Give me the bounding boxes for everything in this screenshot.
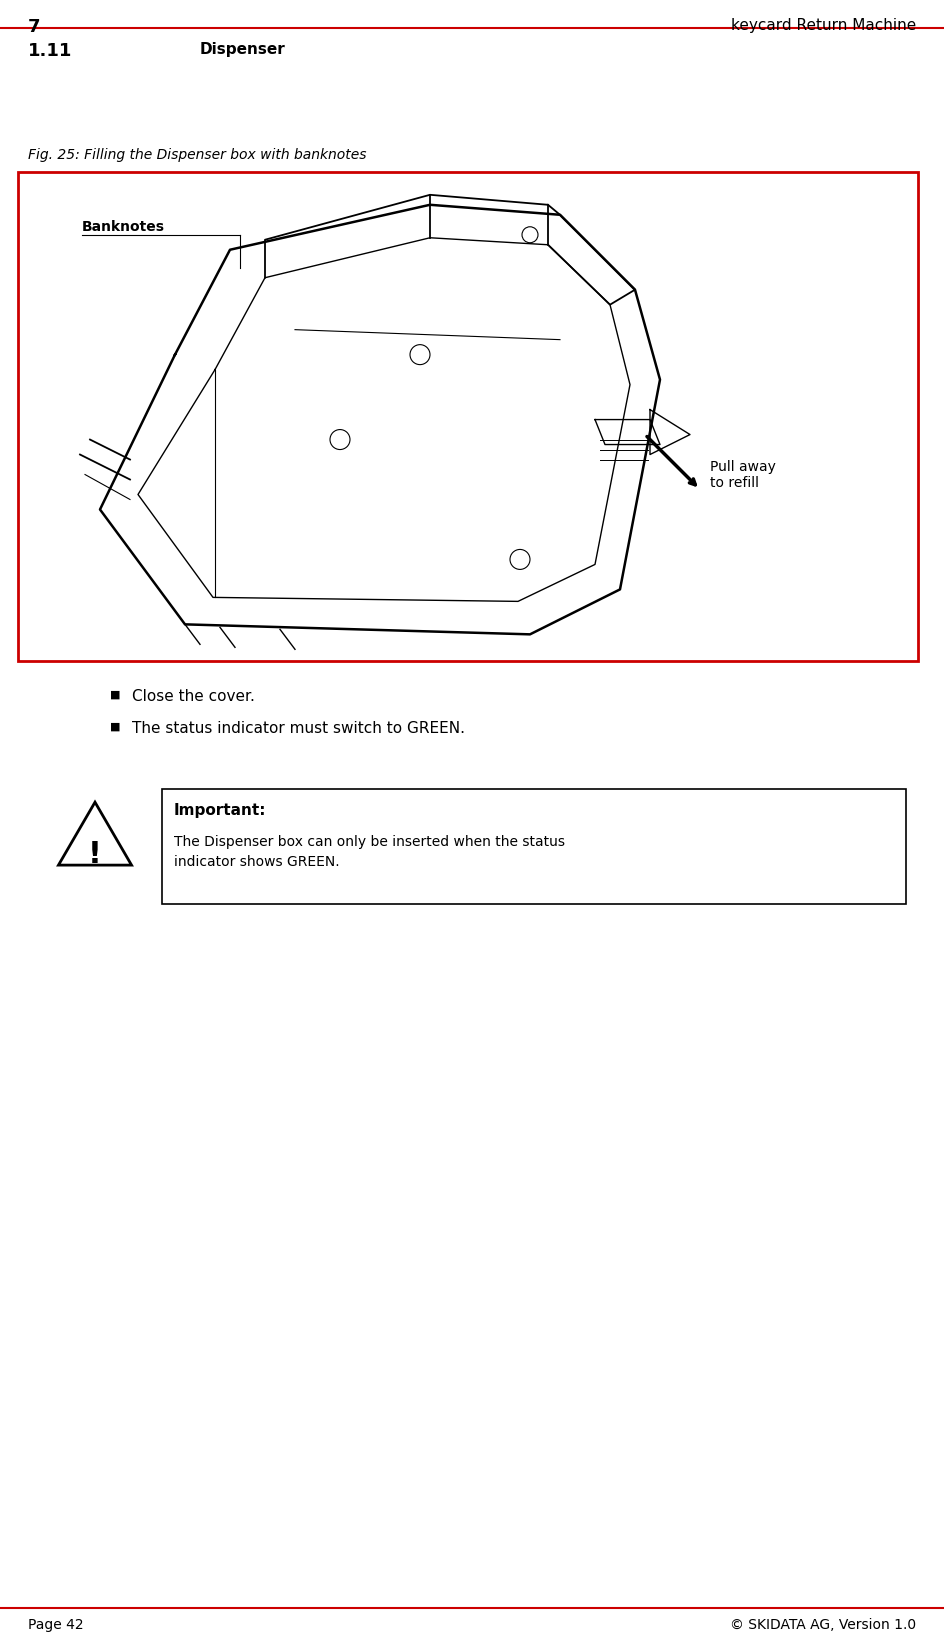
Text: Banknotes: Banknotes [82,219,165,234]
Text: Page 42: Page 42 [28,1618,84,1633]
Text: Dispenser: Dispenser [200,43,286,57]
FancyBboxPatch shape [162,789,906,905]
Bar [18,172,918,661]
Text: keycard Return Machine: keycard Return Machine [731,18,916,33]
Text: Important:: Important: [174,803,266,818]
Text: 7: 7 [28,18,41,36]
Text: !: ! [88,839,102,869]
Text: Close the cover.: Close the cover. [132,689,255,703]
Text: Fig. 25: Filling the Dispenser box with banknotes: Fig. 25: Filling the Dispenser box with … [28,147,366,162]
Text: The status indicator must switch to GREEN.: The status indicator must switch to GREE… [132,721,465,736]
Text: The Dispenser box can only be inserted when the status
indicator shows GREEN.: The Dispenser box can only be inserted w… [174,834,565,869]
Text: 1.11: 1.11 [28,43,73,61]
Text: © SKIDATA AG, Version 1.0: © SKIDATA AG, Version 1.0 [730,1618,916,1633]
Text: Pull away
to refill: Pull away to refill [710,460,776,489]
Text: ■: ■ [110,721,121,731]
Text: ■: ■ [110,689,121,699]
